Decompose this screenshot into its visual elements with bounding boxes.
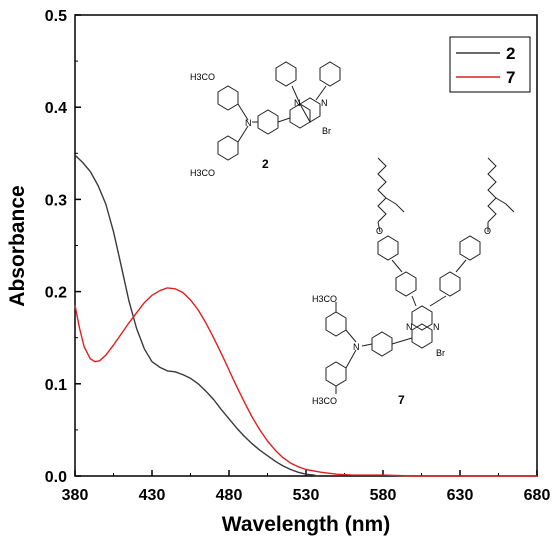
alkyl-chain-right — [487, 157, 497, 223]
methoxy-top-text: H3CO — [190, 72, 215, 82]
bond-ether-left — [377, 221, 381, 233]
bromo-7-text: Br — [436, 348, 445, 358]
series-line-2 — [74, 154, 319, 477]
bond-n-phenylene-7 — [361, 343, 373, 347]
ring-phenyl-right — [319, 61, 341, 87]
pyrazine-n2-text: N — [321, 98, 328, 108]
y-tick-label: 0.0 — [45, 469, 67, 486]
compound-2-structure: H3CO H3CO N N N Br 2 — [190, 61, 341, 178]
y-axis-ticks: 0.0 0.1 0.2 0.3 0.4 0.5 — [45, 8, 81, 486]
pyrazine-n2-7-text: N — [433, 322, 440, 332]
bond-n-top — [237, 103, 249, 121]
ring-biphenyl-right-inner — [439, 271, 461, 297]
y-tick-label: 0.4 — [45, 100, 67, 117]
legend-box — [449, 36, 531, 93]
legend-label-series-2: 2 — [506, 44, 515, 63]
ring-biphenyl-left-outer — [377, 235, 399, 261]
ether-right-text: O — [484, 226, 491, 236]
y-axis-title: Absorbance — [6, 185, 29, 306]
bond-n-bottom — [237, 125, 249, 143]
ether-left-text: O — [376, 226, 383, 236]
ring-benzo-7 — [411, 323, 433, 349]
amine-nitrogen-text: N — [245, 118, 252, 128]
x-tick-label: 530 — [293, 487, 320, 504]
alkyl-chain-left — [377, 157, 387, 223]
bond-left-aryl — [411, 295, 417, 307]
ring-biphenyl-left-inner — [395, 271, 417, 297]
x-axis-title: Wavelength (nm) — [222, 513, 390, 536]
x-tick-label: 380 — [62, 487, 89, 504]
bond-biphenyl-right — [455, 259, 467, 273]
series-layer — [74, 154, 537, 477]
pyrazine-n1-text: N — [294, 98, 301, 108]
ring-phenyl-left — [275, 61, 297, 87]
ring-phenylene-7 — [371, 331, 393, 357]
ring-methoxyphenyl-bottom-7 — [325, 361, 347, 387]
bond-phenylene-quinoxaline — [277, 117, 291, 123]
y-tick-label: 0.1 — [45, 377, 67, 394]
compound-7-structure: O O H3CO H3CO N N N Br 7 — [312, 157, 515, 407]
ring-phenylene — [257, 109, 279, 135]
bond-biphenyl-left — [391, 259, 403, 273]
bond-right-aryl — [429, 295, 447, 307]
ring-methoxyphenyl-top-7 — [325, 311, 347, 337]
ring-pyrazine-7 — [411, 305, 433, 331]
compound-7-label: 7 — [398, 393, 405, 407]
methoxy-top-7-text: H3CO — [312, 294, 337, 304]
methoxy-bottom-text: H3CO — [190, 168, 215, 178]
x-tick-label: 480 — [216, 487, 243, 504]
y-tick-label: 0.5 — [45, 8, 67, 25]
x-tick-label: 430 — [139, 487, 166, 504]
bond-n-bottom-7 — [345, 349, 357, 369]
bond-phenyl-right — [315, 85, 327, 101]
ring-methoxyphenyl-bottom — [217, 135, 239, 161]
y-tick-label: 0.2 — [45, 285, 67, 302]
ring-biphenyl-right-outer — [459, 235, 481, 261]
pyrazine-n1-7-text: N — [406, 322, 413, 332]
x-axis-ticks: 380 430 480 530 580 630 680 — [62, 470, 551, 504]
compound-2-label: 2 — [262, 157, 269, 171]
series-line-7 — [74, 287, 537, 477]
bond-phenylene-quinoxaline-7 — [391, 337, 413, 345]
y-tick-label: 0.3 — [45, 192, 67, 209]
legend-label-series-7: 7 — [506, 68, 515, 87]
bond-phenyl-left — [291, 85, 301, 105]
x-tick-label: 580 — [370, 487, 397, 504]
x-tick-label: 680 — [524, 487, 551, 504]
ring-quinoxaline-pyrazine — [299, 97, 321, 123]
alkyl-branch-left — [385, 197, 405, 213]
bond-n-top-7 — [345, 329, 357, 343]
x-tick-label: 630 — [447, 487, 474, 504]
amine-nitrogen-7-text: N — [353, 342, 360, 352]
bromo-text: Br — [322, 126, 331, 136]
ring-methoxyphenyl-top — [217, 85, 239, 111]
methoxy-bottom-7-text: H3CO — [312, 396, 337, 406]
alkyl-branch-right — [495, 197, 515, 213]
legend: 2 7 — [449, 36, 531, 93]
